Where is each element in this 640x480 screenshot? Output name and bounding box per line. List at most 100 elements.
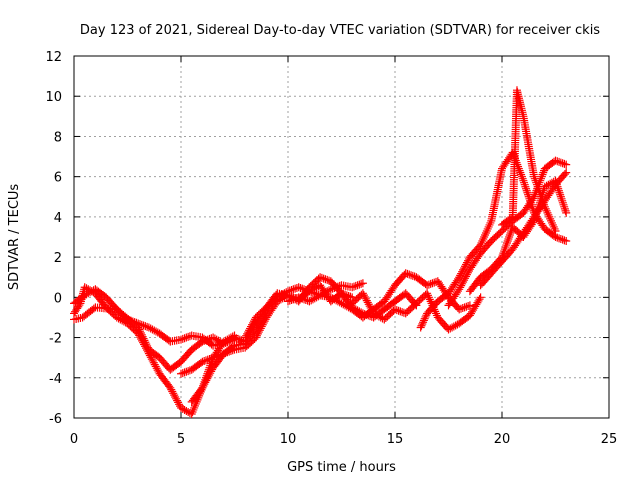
data-point (244, 328, 253, 337)
data-point (285, 296, 294, 305)
data-point (86, 288, 95, 297)
data-point (198, 383, 207, 392)
data-point (460, 276, 469, 285)
data-point (391, 305, 399, 314)
data-point (464, 302, 473, 311)
data-point (556, 190, 565, 199)
data-point (200, 380, 209, 389)
data-point (538, 170, 547, 179)
data-point (332, 296, 341, 305)
data-point (524, 190, 533, 199)
data-point (478, 237, 487, 246)
data-point (403, 269, 412, 278)
data-point (424, 280, 433, 289)
data-point (419, 316, 428, 325)
data-point (481, 230, 490, 239)
data-point (168, 387, 177, 396)
data-point (294, 293, 303, 302)
data-point (517, 172, 526, 181)
data-point (141, 322, 150, 331)
data-point (423, 281, 432, 290)
x-axis-label: GPS time / hours (287, 460, 396, 475)
data-point (547, 216, 556, 225)
data-point (143, 322, 152, 331)
data-point (135, 325, 144, 334)
data-point (198, 337, 207, 346)
data-point (539, 168, 548, 177)
data-point (363, 298, 372, 307)
data-point (249, 317, 258, 326)
data-point (371, 310, 380, 319)
data-point (396, 307, 405, 316)
data-point (462, 270, 471, 279)
data-point (253, 329, 262, 338)
data-point (171, 392, 180, 401)
data-point (444, 325, 453, 334)
data-point (138, 332, 147, 341)
data-point (465, 301, 474, 310)
data-point (349, 282, 358, 291)
data-point (247, 322, 256, 331)
data-point (421, 312, 430, 321)
data-point (556, 192, 565, 201)
axis-ticks: 0 5 10 15 20 25 -6 -4 -2 0 2 4 6 8 10 12 (45, 50, 617, 447)
data-point (530, 174, 539, 183)
data-point (116, 315, 125, 324)
data-point (365, 302, 374, 311)
data-point (203, 355, 212, 364)
x-tick-label: 10 (280, 432, 297, 447)
data-point (307, 296, 316, 305)
data-point (321, 275, 330, 284)
data-point (401, 269, 410, 278)
data-point (198, 357, 207, 366)
data-point (339, 300, 348, 309)
data-point (533, 182, 542, 191)
data-point (426, 279, 435, 288)
data-point (152, 327, 161, 336)
data-point (537, 172, 546, 181)
data-point (182, 333, 191, 342)
data-point (462, 260, 471, 269)
data-point (423, 289, 432, 298)
data-point (456, 304, 465, 313)
data-point (458, 304, 467, 313)
data-point (174, 398, 183, 407)
data-point (151, 362, 160, 371)
data-point (169, 389, 178, 398)
data-point (522, 186, 531, 195)
data-point (528, 194, 537, 203)
series-arc-8 (348, 289, 485, 334)
data-point (477, 239, 486, 248)
data-point (405, 270, 414, 279)
data-point (476, 293, 485, 302)
data-point (373, 311, 382, 320)
data-point (296, 283, 305, 292)
data-point (153, 366, 162, 375)
data-point (82, 290, 91, 299)
data-point (463, 256, 472, 265)
data-point (202, 376, 211, 385)
data-point (203, 335, 212, 344)
y-axis-label: SDTVAR / TECUs (7, 184, 22, 291)
data-point (536, 190, 545, 199)
data-point (553, 233, 562, 242)
data-point (287, 285, 296, 294)
data-point (530, 192, 539, 201)
y-tick-label: -4 (49, 372, 62, 387)
data-point (200, 336, 209, 345)
data-point (177, 403, 185, 412)
y-tick-label: 8 (54, 130, 62, 145)
data-point (212, 335, 221, 344)
data-point (546, 179, 555, 188)
data-point (540, 182, 549, 191)
data-point (139, 334, 148, 343)
data-point (520, 180, 529, 189)
data-point (326, 285, 335, 294)
data-point (221, 338, 230, 347)
data-point (537, 194, 546, 203)
data-point (196, 338, 205, 347)
data-point (243, 329, 252, 338)
data-point (180, 334, 189, 343)
data-point (241, 333, 250, 342)
data-point (178, 334, 187, 343)
